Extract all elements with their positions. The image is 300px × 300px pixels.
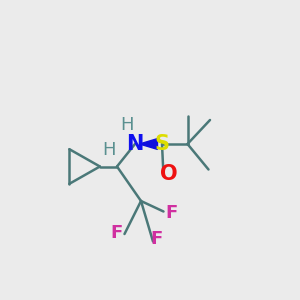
Text: F: F (111, 224, 123, 242)
Text: O: O (160, 164, 178, 184)
Text: H: H (103, 141, 116, 159)
Text: N: N (126, 134, 144, 154)
Polygon shape (140, 139, 158, 149)
Text: F: F (166, 204, 178, 222)
Text: H: H (120, 116, 133, 134)
Text: F: F (150, 230, 162, 248)
Text: S: S (154, 134, 169, 154)
